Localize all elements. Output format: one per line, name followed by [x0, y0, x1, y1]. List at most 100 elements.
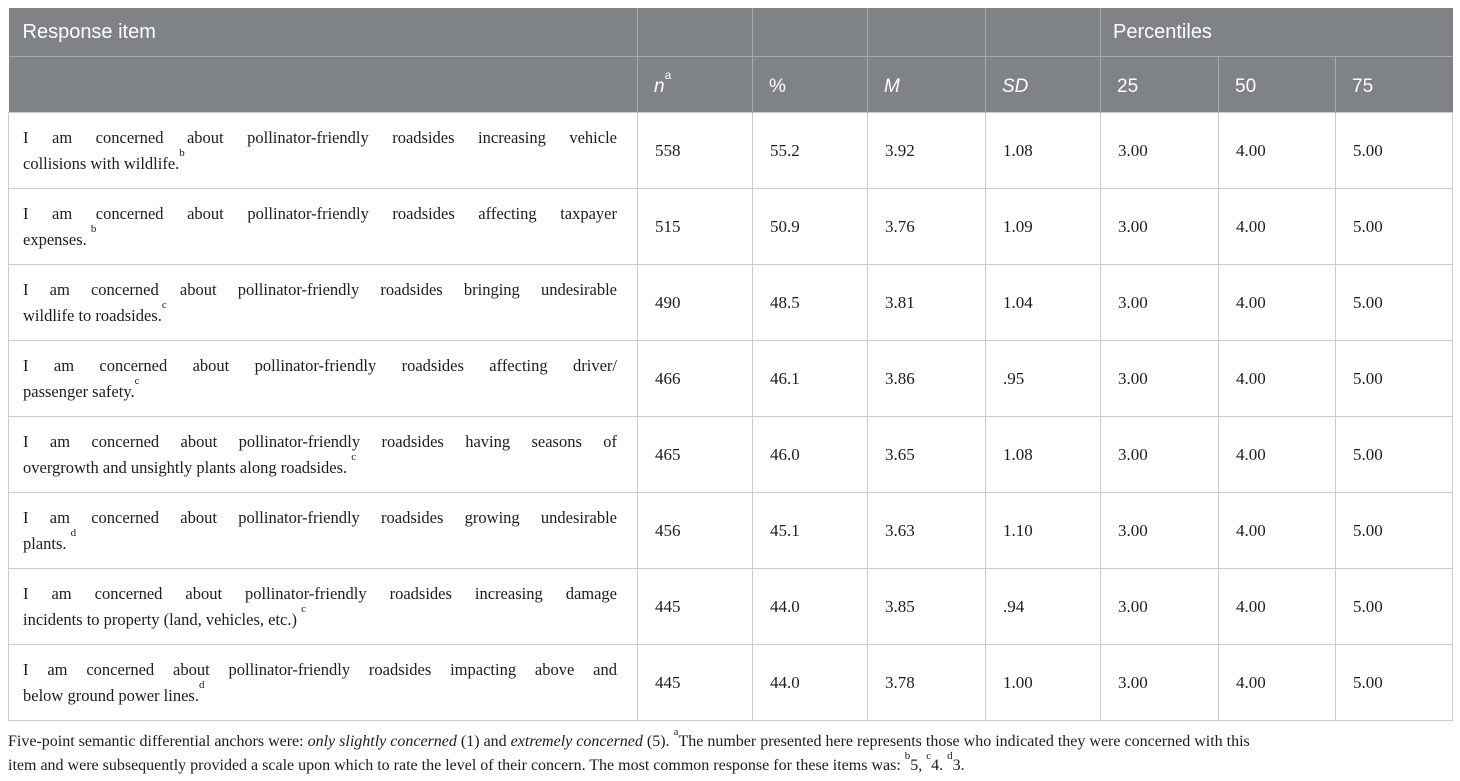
sd-label: SD	[1002, 76, 1029, 97]
response-item-line2: expenses. b	[23, 224, 617, 253]
header-spacer-cell	[985, 8, 1101, 57]
footnote-text: 4.	[931, 757, 948, 774]
sd-cell: 1.09	[985, 188, 1101, 265]
mean-cell: 3.76	[867, 188, 986, 265]
mean-cell: 3.78	[867, 644, 986, 721]
response-item-cell: I am concerned about pollinator-friendly…	[8, 644, 638, 721]
percent-cell: 46.1	[752, 340, 868, 417]
p25-cell: 3.00	[1100, 568, 1219, 645]
stats-table: Response item Percentiles na % M SD 25 5…	[8, 8, 1454, 721]
response-item-line2: passenger safety.c	[23, 376, 617, 405]
footnote-marker: d	[198, 679, 205, 691]
footnote-marker-a: a	[664, 67, 672, 82]
percent-cell: 44.0	[752, 644, 868, 721]
table-row: I am concerned about pollinator-friendly…	[8, 416, 1454, 493]
sd-cell: 1.00	[985, 644, 1101, 721]
p75-cell: 5.00	[1334, 112, 1454, 189]
response-item-line2: below ground power lines.d	[23, 680, 617, 709]
table-footnote: Five-point semantic differential anchors…	[8, 726, 1452, 778]
column-header-response-item: Response item	[8, 8, 638, 57]
p25-cell: 3.00	[1100, 112, 1219, 189]
footnote-italic-anchor-high: extremely concerned	[510, 733, 643, 750]
header-row-groups: Response item Percentiles	[8, 8, 1453, 57]
response-item-cell: I am concerned about pollinator-friendly…	[8, 112, 638, 189]
column-header-p25: 25	[1100, 56, 1219, 113]
response-item-line1: I am concerned about pollinator-friendly…	[23, 507, 617, 527]
footnote-marker: c	[134, 375, 140, 387]
footnote-text: (1) and	[456, 733, 511, 750]
footnote-text: Five-point semantic differential anchors…	[8, 733, 308, 750]
mean-cell: 3.63	[867, 492, 986, 569]
table-row: I am concerned about pollinator-friendly…	[8, 188, 1454, 265]
n-cell: 515	[637, 188, 753, 265]
sd-cell: .95	[985, 340, 1101, 417]
table-body: I am concerned about pollinator-friendly…	[8, 112, 1454, 721]
footnote-marker: c	[301, 603, 307, 615]
sd-cell: 1.08	[985, 112, 1101, 189]
table-row: I am concerned about pollinator-friendly…	[8, 112, 1454, 189]
table-row: I am concerned about pollinator-friendly…	[8, 492, 1454, 569]
n-cell: 558	[637, 112, 753, 189]
column-header-p50: 50	[1218, 56, 1336, 113]
column-header-sd: SD	[985, 56, 1101, 113]
p50-cell: 4.00	[1218, 492, 1336, 569]
percent-cell: 44.0	[752, 568, 868, 645]
footnote-marker: d	[70, 527, 77, 539]
percent-cell: 46.0	[752, 416, 868, 493]
mean-cell: 3.86	[867, 340, 986, 417]
footnote-text: 5,	[910, 757, 927, 774]
n-cell: 445	[637, 644, 753, 721]
response-item-line1: I am concerned about pollinator-friendly…	[23, 355, 617, 375]
n-cell: 456	[637, 492, 753, 569]
mean-cell: 3.81	[867, 264, 986, 341]
percent-cell: 55.2	[752, 112, 868, 189]
footnote-marker: c	[161, 299, 167, 311]
column-header-percent: %	[752, 56, 868, 113]
response-item-text: passenger safety.	[23, 381, 135, 401]
response-item-cell: I am concerned about pollinator-friendly…	[8, 416, 638, 493]
response-item-line1: I am concerned about pollinator-friendly…	[23, 583, 617, 603]
p75-cell: 5.00	[1334, 340, 1454, 417]
response-item-line1: I am concerned about pollinator-friendly…	[23, 127, 617, 147]
n-cell: 490	[637, 264, 753, 341]
n-cell: 466	[637, 340, 753, 417]
response-item-line2: collisions with wildlife.b	[23, 148, 617, 177]
p25-cell: 3.00	[1100, 492, 1219, 569]
response-item-text: plants.	[23, 533, 71, 553]
table-row: I am concerned about pollinator-friendly…	[8, 340, 1454, 417]
response-item-line1: I am concerned about pollinator-friendly…	[23, 203, 617, 223]
column-header-mean: M	[867, 56, 986, 113]
footnote-marker: c	[351, 451, 357, 463]
table-row: I am concerned about pollinator-friendly…	[8, 644, 1454, 721]
mean-cell: 3.65	[867, 416, 986, 493]
footnote-marker: b	[179, 147, 185, 159]
p75-cell: 5.00	[1334, 188, 1454, 265]
response-item-cell: I am concerned about pollinator-friendly…	[8, 264, 638, 341]
footnote-marker: b	[90, 223, 97, 235]
mean-label: M	[884, 76, 900, 97]
response-item-line2: plants. d	[23, 528, 617, 557]
response-item-cell: I am concerned about pollinator-friendly…	[8, 188, 638, 265]
header-spacer-cell	[752, 8, 868, 57]
header-row-columns: na % M SD 25 50 75	[8, 56, 1453, 113]
response-item-text: expenses.	[23, 229, 91, 249]
p25-cell: 3.00	[1100, 264, 1219, 341]
n-cell: 465	[637, 416, 753, 493]
response-item-cell: I am concerned about pollinator-friendly…	[8, 492, 638, 569]
sd-cell: 1.04	[985, 264, 1101, 341]
response-item-text: overgrowth and unsightly plants along ro…	[23, 457, 352, 477]
p50-cell: 4.00	[1218, 340, 1336, 417]
footnote-marker-a: a	[673, 725, 679, 738]
footnote-marker-c: c	[926, 749, 932, 762]
footnote-text: (5).	[642, 733, 674, 750]
response-item-cell: I am concerned about pollinator-friendly…	[8, 568, 638, 645]
footnote-text: The number presented here represents tho…	[678, 733, 1250, 750]
header-spacer-cell	[8, 56, 638, 113]
p75-cell: 5.00	[1334, 568, 1454, 645]
table-row: I am concerned about pollinator-friendly…	[8, 264, 1454, 341]
header-spacer-cell	[867, 8, 986, 57]
footnote-text: 3.	[952, 757, 965, 774]
response-item-line1: I am concerned about pollinator-friendly…	[23, 659, 617, 679]
p25-cell: 3.00	[1100, 416, 1219, 493]
column-header-percentiles: Percentiles	[1099, 8, 1453, 57]
